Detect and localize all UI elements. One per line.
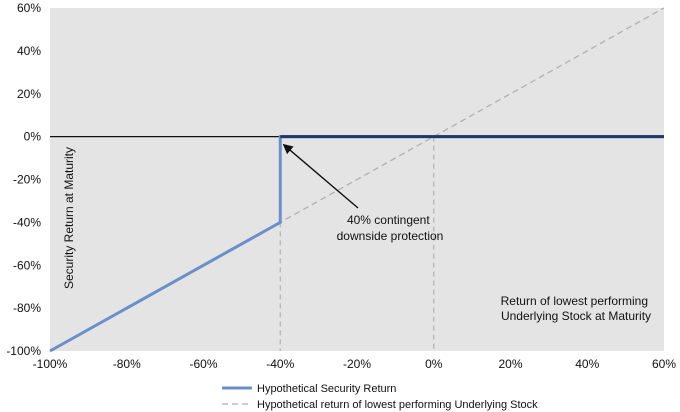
x-tick-label: 0% xyxy=(425,357,443,371)
protection-annotation: 40% contingent downside protection xyxy=(282,143,444,243)
y-tick-label: 60% xyxy=(17,1,41,15)
annotation-line-1: 40% contingent xyxy=(347,213,430,227)
x-tick-label: -80% xyxy=(113,357,141,371)
x-tick-label: -100% xyxy=(33,357,68,371)
y-tick-label: -40% xyxy=(13,215,41,229)
svg-text:40% contingent downside: 40% contingent downside protection xyxy=(337,213,444,243)
y-tick-label: -100% xyxy=(6,344,41,358)
y-axis-label: Security Return at Maturity xyxy=(62,147,76,289)
legend-label-underlying-return: Hypothetical return of lowest performing… xyxy=(257,399,538,411)
legend-label-security-return: Hypothetical Security Return xyxy=(257,383,396,395)
y-tick-label: 40% xyxy=(17,44,41,58)
x-tick-label: -20% xyxy=(343,357,371,371)
y-tick-label: -80% xyxy=(13,301,41,315)
y-tick-label: -20% xyxy=(13,173,41,187)
annotation-arrow xyxy=(282,143,359,209)
x-tick-label: -60% xyxy=(189,357,217,371)
y-tick-label: 0% xyxy=(24,130,42,144)
x-axis-label-line-1: Return of lowest performing xyxy=(501,294,648,308)
x-tick-label: 40% xyxy=(575,357,599,371)
series-underlying-return-line xyxy=(49,7,665,352)
legend: Hypothetical Security Return Hypothetica… xyxy=(222,383,538,411)
x-axis-label: Return of lowest performing Underlying S… xyxy=(501,294,652,323)
x-tick-label: 60% xyxy=(652,357,676,371)
x-axis-label-line-2: Underlying Stock at Maturity xyxy=(501,309,651,323)
x-tick-label: -40% xyxy=(266,357,294,371)
y-tick-label: -60% xyxy=(13,258,41,272)
annotation-line-2: downside protection xyxy=(337,229,444,243)
x-tick-label: 20% xyxy=(498,357,522,371)
y-tick-label: 20% xyxy=(17,87,41,101)
